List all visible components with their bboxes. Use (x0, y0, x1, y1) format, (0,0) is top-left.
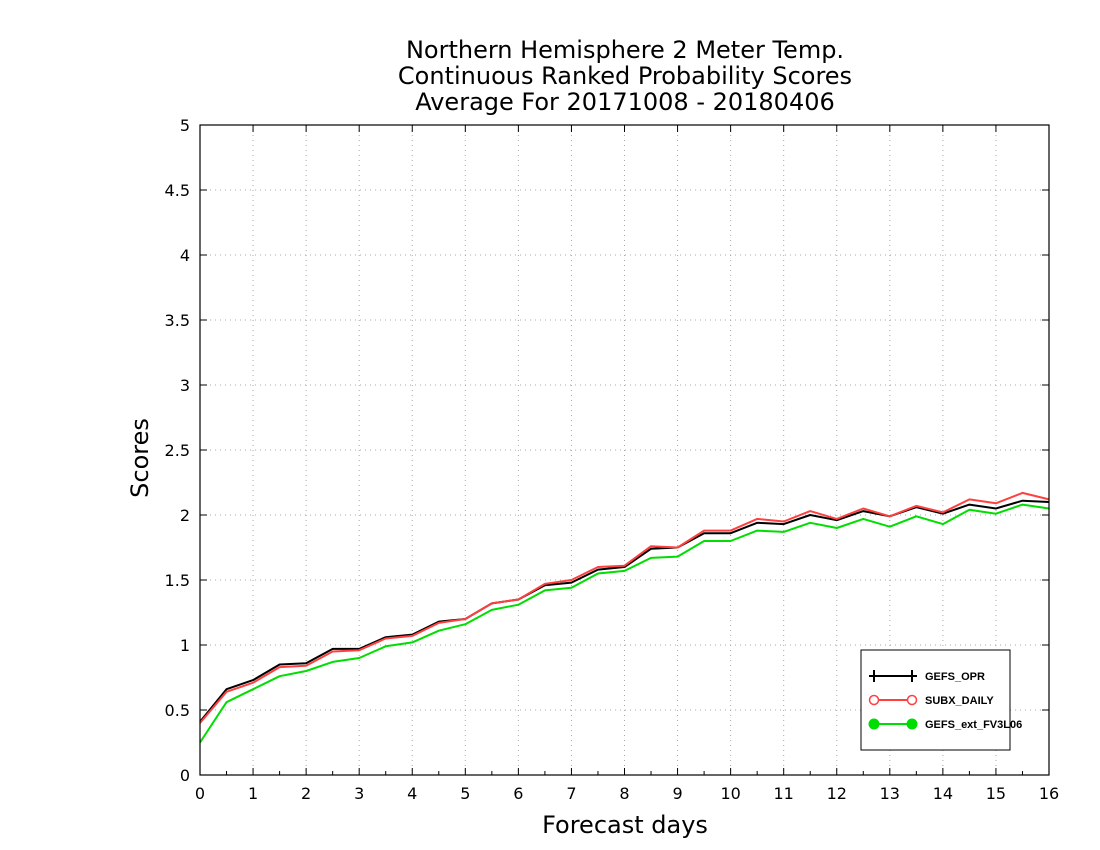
x-tick-label: 8 (619, 784, 629, 803)
y-tick-label: 0.5 (165, 701, 190, 720)
y-tick-label: 3.5 (165, 311, 190, 330)
y-tick-label: 0 (180, 766, 190, 785)
x-tick-label: 15 (986, 784, 1006, 803)
x-tick-label: 0 (195, 784, 205, 803)
y-tick-label: 2 (180, 506, 190, 525)
x-tick-label: 14 (933, 784, 953, 803)
series-line-2 (199, 503, 1050, 744)
x-tick-label: 4 (407, 784, 417, 803)
title-line-1: Northern Hemisphere 2 Meter Temp. (406, 36, 844, 64)
legend-marker-filled-circle (868, 718, 880, 730)
series-line-1 (199, 491, 1050, 724)
x-tick-label: 10 (720, 784, 740, 803)
y-tick-label: 5 (180, 116, 190, 135)
y-axis: 0 0.5 1 1.5 2 2.5 3 3.5 4 4.5 5 (165, 116, 1049, 785)
series-lines (199, 491, 1050, 744)
legend: GEFS_OPR SUBX_DAILY GEFS_ext_FV3L06 (860, 649, 1022, 751)
grid (200, 125, 1049, 775)
x-tick-label: 12 (827, 784, 847, 803)
y-tick-label: 1 (180, 636, 190, 655)
x-tick-label: 7 (566, 784, 576, 803)
legend-label-2: GEFS_ext_FV3L06 (925, 719, 1022, 731)
y-tick-label: 4.5 (165, 181, 190, 200)
x-tick-label: 9 (672, 784, 682, 803)
legend-marker-filled-circle (906, 718, 918, 730)
x-tick-label: 5 (460, 784, 470, 803)
y-tick-label: 2.5 (165, 441, 190, 460)
x-axis-label: Forecast days (542, 811, 708, 839)
legend-marker-open-circle (906, 694, 918, 706)
x-axis: 0 1 2 3 4 5 6 7 8 9 10 11 12 13 14 15 16 (195, 125, 1059, 803)
x-tick-label: 11 (774, 784, 794, 803)
y-tick-label: 4 (180, 246, 190, 265)
x-tick-label: 3 (354, 784, 364, 803)
x-tick-label: 16 (1039, 784, 1059, 803)
x-tick-label: 1 (248, 784, 258, 803)
y-tick-label: 1.5 (165, 571, 190, 590)
x-tick-label: 6 (513, 784, 523, 803)
title-line-3: Average For 20171008 - 20180406 (415, 88, 835, 116)
title-line-2: Continuous Ranked Probability Scores (398, 62, 852, 90)
y-axis-label: Scores (126, 418, 154, 498)
legend-marker-open-circle (868, 694, 880, 706)
x-tick-label: 2 (301, 784, 311, 803)
y-tick-label: 3 (180, 376, 190, 395)
legend-label-0: GEFS_OPR (925, 671, 985, 683)
legend-label-1: SUBX_DAILY (925, 695, 994, 707)
x-tick-label: 13 (880, 784, 900, 803)
chart-title: Northern Hemisphere 2 Meter Temp. Contin… (398, 36, 852, 116)
